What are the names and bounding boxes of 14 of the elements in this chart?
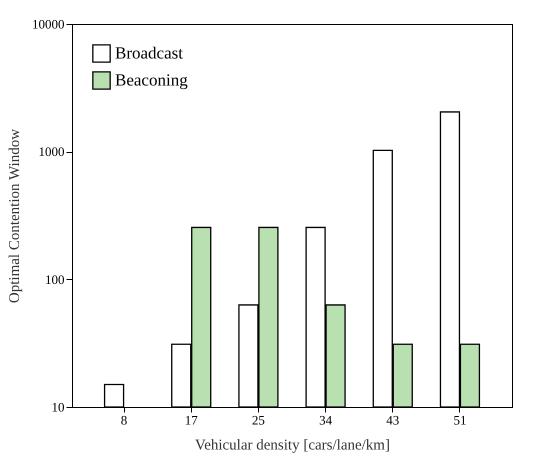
y-tick-label: 10000 bbox=[32, 16, 64, 32]
x-tick-label: 34 bbox=[319, 412, 333, 428]
x-tick-label: 17 bbox=[184, 412, 198, 428]
y-tick-label: 1000 bbox=[38, 144, 64, 160]
x-tick-label: 51 bbox=[453, 412, 466, 428]
legend-label: Broadcast bbox=[115, 44, 184, 62]
x-tick-label: 43 bbox=[386, 412, 400, 428]
x-tick-label: 8 bbox=[120, 412, 128, 428]
x-tick-label: 25 bbox=[252, 412, 265, 428]
y-tick-label: 100 bbox=[45, 272, 64, 287]
legend-label: Beaconing bbox=[115, 70, 188, 90]
x-axis-title: Vehicular density [cars/lane/km] bbox=[195, 438, 390, 454]
y-tick-label: 10 bbox=[52, 400, 64, 414]
y-axis-title: Optimal Contention Window bbox=[7, 128, 23, 304]
